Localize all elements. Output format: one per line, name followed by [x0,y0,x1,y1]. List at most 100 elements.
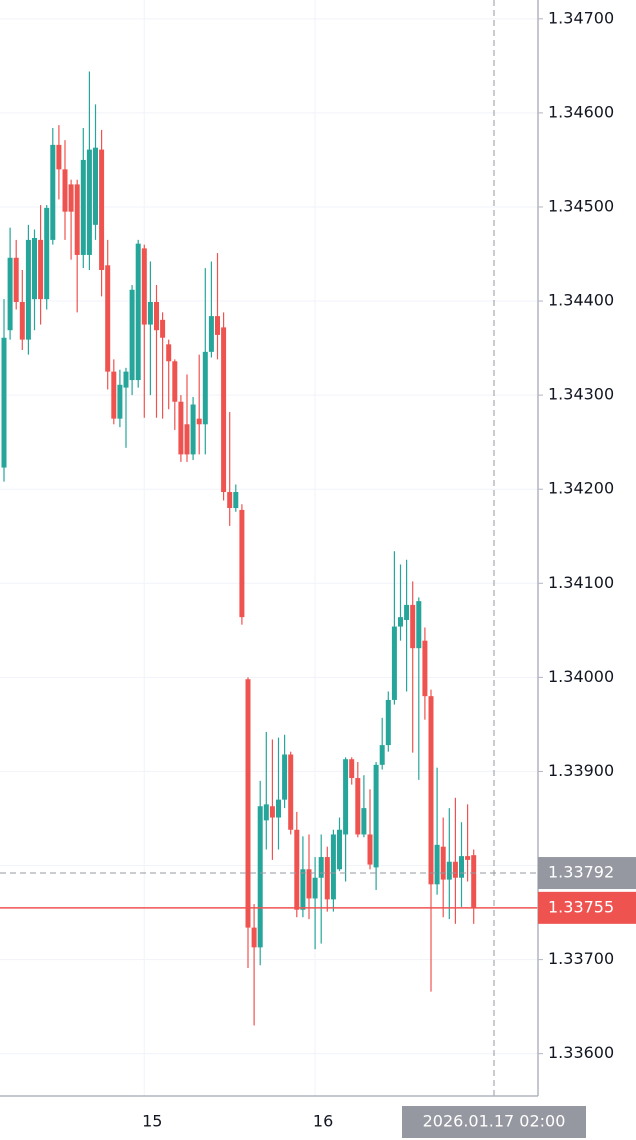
candle-body [257,806,263,948]
candle-body [410,604,416,649]
y-tick-label: 1.33900 [548,761,614,780]
candle-body [416,601,422,649]
x-tick-label: 16 [313,1112,333,1131]
candle-body [282,754,288,800]
candle-body [233,492,239,509]
grid [0,0,538,1096]
candle-body [147,301,153,325]
candle-body [446,861,452,880]
candle-body [99,149,105,271]
candle-body [306,869,312,899]
candle-body [19,301,25,340]
candle-body [422,640,428,697]
candle-body [239,509,245,618]
axis-labels: 1.336001.337001.338001.339001.340001.341… [142,8,636,1138]
candle-body [245,679,251,928]
candle-body [50,144,56,240]
candle-body [32,238,37,300]
x-tick-label: 15 [142,1112,162,1131]
candle-body [166,344,172,362]
candle-body [379,745,385,765]
candle-body [440,846,446,880]
candle-body [349,759,355,779]
candle-body [117,384,123,419]
candle-body [44,207,50,300]
candle-body [361,808,367,835]
candle-body [269,806,275,818]
y-tick-label: 1.33700 [548,949,614,968]
y-tick-label: 1.34000 [548,667,614,686]
candle-body [202,351,208,425]
candle-body [227,492,233,509]
candle-body [404,604,410,620]
candle-body [1,337,7,468]
candle-body [251,927,257,948]
crosshair-time-box [402,1106,586,1138]
last-price-label: 1.33755 [548,897,614,916]
crosshair-time-label: 2026.01.17 02:00 [423,1112,566,1131]
candle-body [263,804,269,821]
crosshair-price-label: 1.33792 [548,863,614,882]
last-price-box [538,891,636,924]
candle-body [398,617,403,627]
y-tick-label: 1.34400 [548,291,614,310]
y-tick-label: 1.34600 [548,102,614,121]
candle-body [123,371,129,388]
candle-body [221,327,227,493]
overlay [0,0,538,1096]
candle-body [172,361,178,402]
candle-body [160,319,166,338]
candle-body [367,834,373,865]
candle-body [385,699,391,746]
candle-body [178,401,184,455]
candle-body [300,869,306,910]
candle-body [135,243,141,381]
candle-body [129,289,135,381]
candle-body [373,764,379,868]
candle-body [452,861,458,878]
candle-body [111,371,117,419]
candle-body [196,418,202,425]
candle-body [465,856,471,860]
candles [1,71,477,1026]
candle-body [312,877,318,899]
candle-body [337,829,342,870]
candle-body [154,301,159,331]
candle-body [434,844,440,885]
candle-body [318,857,324,878]
candle-body [86,149,92,255]
candle-body [68,184,74,212]
candle-body [74,184,80,255]
candle-body [391,626,397,700]
candle-body [62,169,68,212]
candle-body [7,257,13,331]
candle-body [208,316,214,352]
y-tick-label: 1.34300 [548,385,614,404]
candle-body [330,834,336,900]
candle-body [294,829,300,910]
candle-body [105,265,111,372]
candle-body [190,404,196,455]
candle-body [276,799,281,818]
candle-body [56,144,62,170]
candle-body [355,778,361,835]
candle-body [13,257,19,302]
y-tick-label: 1.33600 [548,1043,614,1062]
candle-body [38,239,44,300]
y-tick-label: 1.34100 [548,573,614,592]
candle-body [324,857,330,900]
y-tick-label: 1.34200 [548,479,614,498]
candle-body [428,696,434,885]
candle-body [80,159,86,255]
y-tick-label: 1.34700 [548,8,614,27]
crosshair-price-box [538,857,636,890]
candle-body [471,855,477,908]
candle-body [459,856,464,878]
candle-body [184,424,190,455]
candle-body [288,754,294,830]
candle-body [93,147,98,225]
candle-body [25,239,31,340]
candle-body [215,316,220,335]
